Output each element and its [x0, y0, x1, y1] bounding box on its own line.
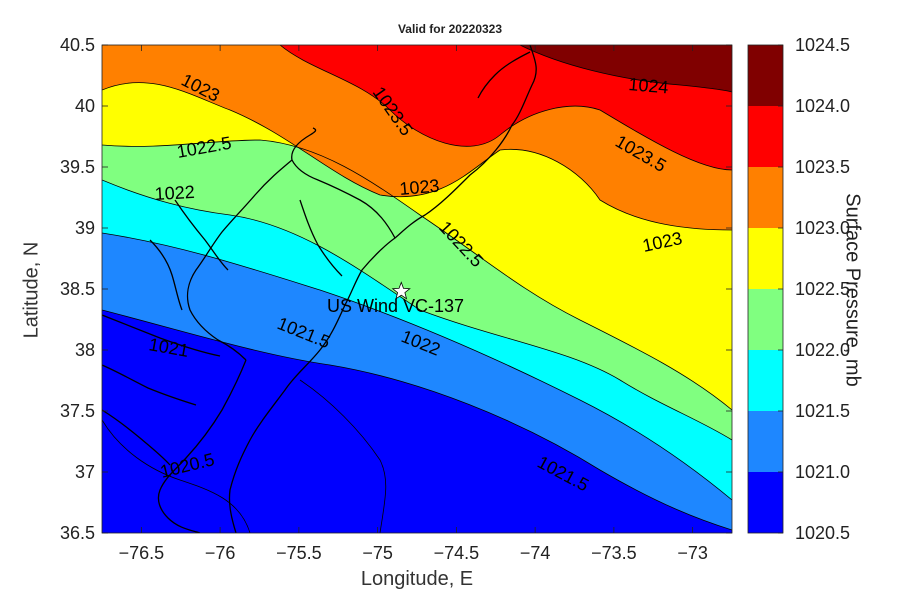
- plot-title: Valid for 20220323: [397, 22, 503, 36]
- colorbar-tick-label: 1023.5: [795, 157, 850, 177]
- y-tick-label: 37.5: [60, 401, 95, 421]
- x-tick-label: −76: [205, 543, 236, 563]
- colorbar-segment: [748, 289, 783, 350]
- x-tick-label: −75.5: [276, 543, 322, 563]
- colorbar-segment: [748, 106, 783, 167]
- site-star-icon: [391, 281, 411, 300]
- contour-label-1023-mid: 1023: [399, 176, 441, 199]
- y-axis-label: Latitude, N: [20, 241, 43, 339]
- coastline: [102, 45, 537, 533]
- colorbar-tick-label: 1024.5: [795, 35, 850, 55]
- colorbar-segment: [748, 167, 783, 228]
- colorbar-tick-label: 1021.5: [795, 401, 850, 421]
- y-tick-label: 37: [75, 462, 95, 482]
- site-marker: US Wind VC-137: [327, 281, 464, 316]
- contour-lines: [102, 45, 732, 533]
- colorbar: 1020.5 1021.0 1021.5 1022.0 1022.5 1023.0 1023…: [747, 35, 850, 543]
- x-tick-label: −76.5: [119, 543, 165, 563]
- contour-label-1022-west: 1022: [154, 182, 195, 204]
- y-tick-label: 40: [75, 96, 95, 116]
- x-tick-label: −73.5: [591, 543, 637, 563]
- y-tick-label: 36.5: [60, 523, 95, 543]
- colorbar-tick-label: 1021.0: [795, 462, 850, 482]
- colorbar-segment: [748, 411, 783, 472]
- band-1024-0: [520, 45, 732, 92]
- colorbar-tick-label: 1022.5: [795, 279, 850, 299]
- colorbar-tick-label: 1022.0: [795, 340, 850, 360]
- y-tick-label: 40.5: [60, 35, 95, 55]
- y-tick-label: 38.5: [60, 279, 95, 299]
- y-tick-label: 38: [75, 340, 95, 360]
- colorbar-tick-label: 1023.0: [795, 218, 850, 238]
- colorbar-segment: [748, 228, 783, 289]
- colorbar-segment: [748, 45, 783, 106]
- y-tick-label: 39: [75, 218, 95, 238]
- colorbar-segment: [748, 472, 783, 533]
- contour-label-1024: 1024: [628, 74, 670, 97]
- colorbar-tick-label: 1024.0: [795, 96, 850, 116]
- x-axis-ticks: −76.5 −76 −75.5 −75 −74.5 −74 −73.5 −73: [119, 45, 708, 563]
- filled-contours: [102, 45, 732, 533]
- y-tick-label: 39.5: [60, 157, 95, 177]
- x-tick-label: −73: [677, 543, 708, 563]
- x-tick-label: −75: [362, 543, 393, 563]
- site-label: US Wind VC-137: [327, 296, 464, 316]
- colorbar-label: Surface Pressure, mb: [841, 193, 864, 387]
- colorbar-tick-label: 1020.5: [795, 523, 850, 543]
- x-tick-label: −74.5: [434, 543, 480, 563]
- colorbar-segment: [748, 350, 783, 411]
- x-tick-label: −74: [520, 543, 551, 563]
- x-axis-label: Longitude, E: [360, 568, 474, 590]
- y-axis-ticks: 36.5 37 37.5 38 38.5 39 39.5 40 40.5: [60, 35, 732, 543]
